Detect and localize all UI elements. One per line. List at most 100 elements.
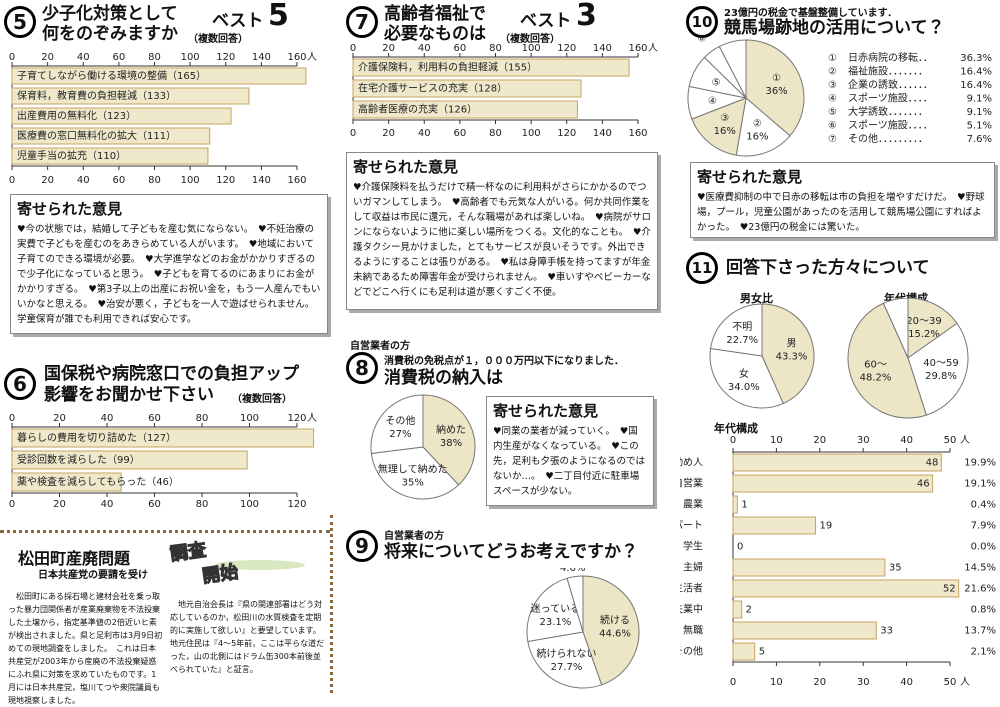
x-tick-label: 80 xyxy=(148,52,161,63)
section-number: 9 xyxy=(346,530,378,562)
x-tick-label: 60 xyxy=(454,43,467,54)
section-subtitle: 消費税の免税点が１，０００万円以下になりました． xyxy=(384,356,624,367)
x-tick-label: 80 xyxy=(148,175,161,186)
bar xyxy=(11,147,209,165)
category-label: 児童手当の拡充（110） xyxy=(17,149,126,162)
category-label: 失業中 xyxy=(680,603,703,616)
slice-label: 女 xyxy=(739,367,749,380)
category-label: その他 xyxy=(680,645,703,658)
legend-label: スポーツ施設．．．． xyxy=(848,92,933,105)
legend-value: 9.1% xyxy=(967,107,992,118)
slice-value-label: 16% xyxy=(746,132,768,143)
category-label: パート xyxy=(680,520,703,532)
pie-slice xyxy=(709,347,784,409)
opinion-text: ♥今の状態では，結婚して子どもを産む気にならない。 ♥不妊治療の実費で子どもを産… xyxy=(17,224,321,325)
share-label: 0.4% xyxy=(971,500,996,511)
opinion-title: 寄せられた意見 xyxy=(353,158,459,176)
section-title: 何をのぞみますか xyxy=(42,24,178,44)
x-tick-label: 40 xyxy=(418,128,431,139)
x-tick-label: 120 xyxy=(216,175,235,186)
bar xyxy=(11,127,211,145)
value-label: 48 xyxy=(926,458,939,469)
x-tick-label: 80 xyxy=(489,43,502,54)
best: ベスト xyxy=(520,11,572,31)
x-tick-label: 20 xyxy=(382,128,395,139)
x-tick-label: 40 xyxy=(77,175,90,186)
x-tick-label: 20 xyxy=(53,499,66,510)
bar xyxy=(732,558,886,577)
x-tick-label: 40 xyxy=(101,499,114,510)
x-tick-label: 20 xyxy=(41,52,54,63)
value-label: 0 xyxy=(737,542,743,553)
pie-slice xyxy=(761,303,815,405)
x-tick-label: 140 xyxy=(593,128,612,139)
legend-label: その他．．．．．．．．． xyxy=(848,132,928,145)
x-tick-label: 0 xyxy=(9,52,15,63)
pie-slice xyxy=(847,302,928,419)
x-tick-label: 60 xyxy=(148,499,161,510)
bar xyxy=(732,516,816,535)
opinion-text: ♥同業の業者が減っていく。 ♥国内生産がなくなっている。 ♥この先，足利も夕張の… xyxy=(493,426,646,497)
x-tick-label: 40 xyxy=(418,43,431,54)
legend-mark: ① xyxy=(828,53,837,64)
bar xyxy=(352,100,578,119)
category-label: 主婦 xyxy=(683,561,703,574)
pie-slice xyxy=(882,298,909,359)
slice-label: 不明 xyxy=(732,321,752,333)
category-label: 受診回数を減らした（99） xyxy=(17,453,140,466)
x-tick-label: 160 xyxy=(628,43,647,54)
pie-slice xyxy=(718,39,747,99)
pie-chart: ①36%②16%③16%④⑤⑥⑦ xyxy=(687,36,805,157)
x-tick-label: 50 xyxy=(944,677,957,688)
category-label: 出産費用の無料化（123） xyxy=(17,109,136,122)
opinion-text: ♥介護保険料を払うだけで精一杯なのに利用料がさらにかかるのでついガマンしてしまう… xyxy=(353,182,651,298)
rank: 5 xyxy=(268,0,289,33)
bar xyxy=(732,579,960,598)
x-tick-label: 10 xyxy=(770,677,783,688)
opinion-title: 寄せられた意見 xyxy=(17,200,123,218)
legend-mark: ⑥ xyxy=(828,121,837,132)
x-tick-label: 0 xyxy=(350,128,356,139)
slice-value-label: 35% xyxy=(402,477,424,488)
category-label: 農業 xyxy=(683,498,703,511)
opinion-title: 寄せられた意見 xyxy=(493,402,599,420)
slice-label: ① xyxy=(772,73,781,84)
bar xyxy=(732,600,743,619)
unit-label: 人 xyxy=(307,52,317,63)
x-tick-label: 0 xyxy=(9,175,15,186)
section-title: 少子化対策として xyxy=(42,4,178,24)
legend-label: 大学誘致．．．．．．． xyxy=(848,105,928,118)
x-tick-label: 100 xyxy=(522,128,541,139)
x-tick-label: 30 xyxy=(857,677,870,688)
pie-slice xyxy=(691,97,747,156)
legend-label: 日赤病院の移転．． xyxy=(848,51,933,64)
legend-mark: ⑤ xyxy=(828,107,837,118)
pie-slice xyxy=(709,303,763,357)
share-label: 19.1% xyxy=(964,479,996,490)
slice-label: 40～59 xyxy=(923,358,958,369)
slice-value-label: 36% xyxy=(765,86,787,97)
section-title: 消費税の納入は xyxy=(384,368,503,388)
category-label: 勤め人 xyxy=(680,456,703,469)
chart-title: 年代構成 xyxy=(714,422,758,435)
x-tick-label: 80 xyxy=(196,413,209,424)
value-label: 46 xyxy=(917,479,930,490)
bar xyxy=(732,495,738,514)
opinion-box: 寄せられた意見 ♥介護保険料を払うだけで精一杯なのに利用料がさらにかかるのでつい… xyxy=(346,152,658,310)
bar xyxy=(352,79,582,98)
pie-slice xyxy=(526,577,584,643)
x-tick-label: 40 xyxy=(900,677,913,688)
x-tick-label: 20 xyxy=(382,43,395,54)
share-label: 14.5% xyxy=(964,563,996,574)
bar xyxy=(732,642,756,661)
value-label: 52 xyxy=(943,584,956,595)
slice-value-label: 16% xyxy=(714,126,736,137)
pie-chart: 納めた 38% 無理して納めた 35% その他 27% xyxy=(370,394,476,500)
x-tick-label: 50 xyxy=(944,435,957,446)
category-label: 保育料，教育費の負担軽減（133） xyxy=(17,89,176,102)
slice-value-label: 23.1% xyxy=(540,617,572,628)
x-tick-label: 30 xyxy=(857,435,870,446)
value-label: 2 xyxy=(746,605,752,616)
category-label: 在宅介護サービスの充実（128） xyxy=(358,82,507,95)
